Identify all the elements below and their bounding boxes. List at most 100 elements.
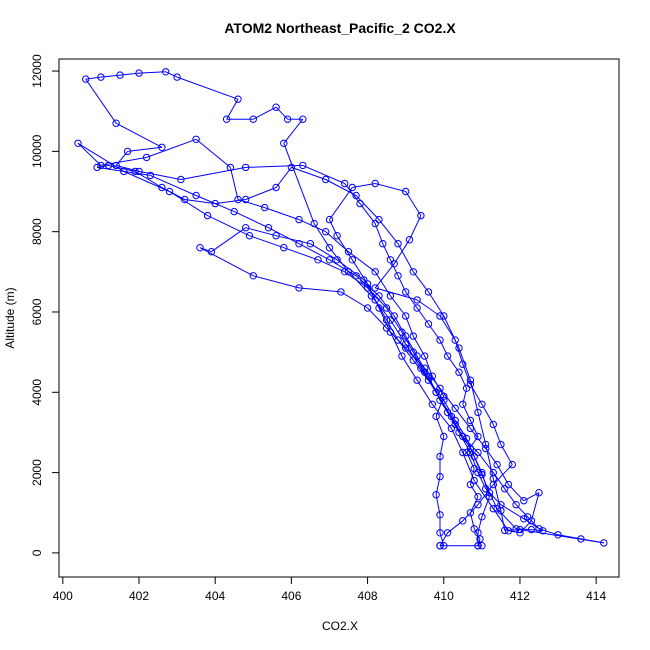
series-segment xyxy=(477,484,494,506)
data-point xyxy=(394,336,402,344)
data-point xyxy=(466,444,475,453)
data-point xyxy=(352,191,360,200)
series-segment xyxy=(458,432,471,453)
y-tick-label: 8000 xyxy=(30,218,44,245)
data-point xyxy=(432,412,440,421)
data-point xyxy=(554,531,562,539)
data-point xyxy=(371,268,379,276)
data-point xyxy=(264,224,273,232)
series-segment xyxy=(317,259,345,273)
series-segment xyxy=(439,315,456,341)
series-segment xyxy=(397,339,414,361)
series-segment xyxy=(268,227,300,245)
data-point xyxy=(356,199,364,208)
series-segment xyxy=(233,211,269,229)
data-point xyxy=(142,153,151,162)
y-axis-label: Altitude (m) xyxy=(3,287,17,348)
series-segment xyxy=(375,183,406,192)
x-tick-label: 406 xyxy=(281,589,301,603)
data-point xyxy=(535,489,543,497)
series-segment xyxy=(378,295,395,317)
data-point xyxy=(478,400,486,408)
y-tick-label: 4000 xyxy=(30,379,44,406)
data-point xyxy=(295,240,303,248)
data-point xyxy=(466,380,475,388)
data-point xyxy=(242,224,250,232)
series-segment xyxy=(355,195,380,220)
data-point xyxy=(367,292,376,300)
data-point xyxy=(222,115,231,123)
data-point xyxy=(203,211,212,220)
series-segment xyxy=(275,167,292,188)
series-segment xyxy=(253,106,277,120)
data-point xyxy=(344,248,353,256)
data-point xyxy=(432,388,440,396)
data-point xyxy=(440,542,448,550)
data-point xyxy=(112,119,120,127)
data-point xyxy=(459,432,467,441)
data-point xyxy=(478,542,486,550)
data-point xyxy=(386,292,395,300)
data-point xyxy=(428,372,436,380)
data-point xyxy=(386,328,395,336)
data-point xyxy=(421,352,429,360)
data-point xyxy=(272,232,280,240)
data-point xyxy=(409,332,417,340)
data-point xyxy=(478,470,486,479)
data-point xyxy=(466,416,475,425)
data-point xyxy=(249,272,258,280)
series-segment xyxy=(367,283,380,309)
series-segment xyxy=(169,191,208,217)
series-segment xyxy=(348,251,376,273)
series-segment xyxy=(371,295,391,321)
data-point xyxy=(272,103,280,111)
series-segment xyxy=(462,404,471,421)
x-tick-label: 410 xyxy=(434,589,454,603)
series-segment xyxy=(226,98,239,120)
data-point xyxy=(474,501,482,509)
data-point xyxy=(459,517,467,525)
series-segment xyxy=(150,174,197,196)
data-point xyxy=(485,489,494,497)
data-point xyxy=(424,376,433,384)
data-point xyxy=(516,525,524,534)
data-point xyxy=(310,219,318,228)
series-segment xyxy=(416,299,441,317)
series-segment xyxy=(515,504,528,518)
data-point xyxy=(97,73,105,81)
series-segment xyxy=(195,195,235,213)
data-point xyxy=(211,199,219,208)
data-point xyxy=(371,219,379,228)
data-point xyxy=(539,527,547,535)
data-point xyxy=(97,161,105,170)
data-point xyxy=(360,276,368,284)
series-lines xyxy=(77,71,604,547)
data-point xyxy=(417,364,425,372)
series-segment xyxy=(439,387,456,409)
data-point xyxy=(497,440,505,449)
data-point xyxy=(436,511,444,519)
series-segment xyxy=(123,170,170,192)
series-segment xyxy=(340,291,368,309)
data-point xyxy=(158,143,166,152)
data-point xyxy=(520,515,528,523)
data-point xyxy=(295,284,303,292)
data-point xyxy=(242,195,250,204)
series-segment xyxy=(302,164,345,184)
series-segment xyxy=(199,247,254,277)
data-point xyxy=(451,416,459,425)
series-segment xyxy=(500,504,525,520)
data-point xyxy=(600,539,608,547)
data-point xyxy=(447,424,456,433)
data-point xyxy=(116,71,124,79)
data-point xyxy=(512,525,520,533)
chart-title: ATOM2 Northeast_Pacific_2 CO2.X xyxy=(224,20,456,36)
data-point xyxy=(394,240,402,248)
data-point xyxy=(375,292,383,300)
data-point xyxy=(375,215,383,224)
data-point xyxy=(337,288,345,296)
data-point xyxy=(478,513,486,521)
data-point xyxy=(413,376,421,384)
data-point xyxy=(344,268,353,276)
data-point xyxy=(440,312,448,320)
